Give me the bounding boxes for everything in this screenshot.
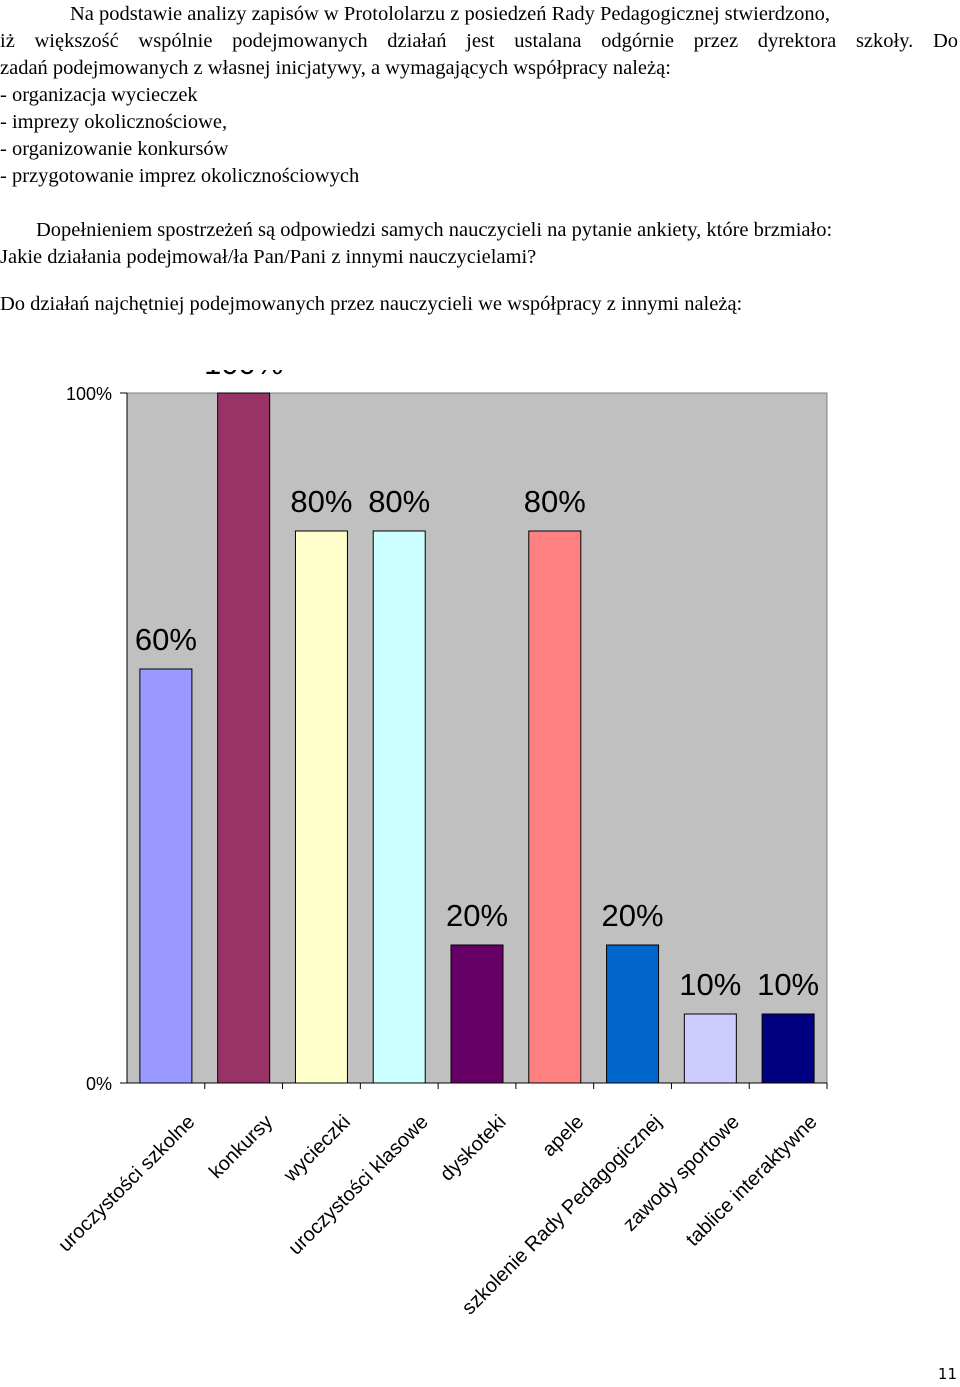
data-label: 80% — [368, 484, 430, 519]
bar-chart: 100% 0% uroczystości szkolne konkursy wyci… — [54, 370, 828, 1319]
bar — [139, 668, 193, 1084]
x-tick-label: wycieczki — [279, 1111, 355, 1187]
data-label: 20% — [602, 898, 664, 933]
survey-line-1: Dopełnieniem spostrzeżeń są odpowiedzi s… — [36, 219, 833, 241]
x-tick-label: dyskoteki — [436, 1111, 511, 1186]
bar — [372, 530, 426, 1084]
survey-line-2: Jakie działania podejmował/ła Pan/Pani z… — [0, 246, 537, 268]
x-tick-label: tablice interaktywne — [682, 1111, 822, 1251]
bar — [217, 392, 271, 1084]
bar — [294, 530, 348, 1084]
bar — [528, 530, 582, 1084]
x-tick-label: konkursy — [205, 1111, 277, 1183]
data-label: 80% — [524, 484, 586, 519]
data-label: 10% — [679, 967, 741, 1002]
data-label: 80% — [290, 484, 352, 519]
list-item: - organizacja wycieczek — [0, 84, 198, 106]
page-number: 11 — [937, 1365, 957, 1383]
y-tick-label-top: 100% — [66, 384, 112, 404]
bar — [450, 944, 504, 1084]
y-tick-label-bottom: 0% — [86, 1074, 112, 1094]
list-item: - organizowanie konkursów — [0, 138, 229, 160]
x-tick-label: uroczystości szkolne — [54, 1111, 199, 1256]
bar — [606, 944, 660, 1084]
list-item: - imprezy okolicznościowe, — [0, 111, 228, 133]
data-label: 60% — [135, 622, 197, 657]
list-item: - przygotowanie imprez okolicznościowych — [0, 165, 360, 187]
data-label: 100% — [204, 370, 283, 381]
lead-sentence: Do działań najchętniej podejmowanych prz… — [0, 293, 743, 315]
bar — [761, 1013, 815, 1084]
data-label: 10% — [757, 967, 819, 1002]
intro-line-2: iż większość wspólnie podejmowanych dzia… — [0, 30, 958, 52]
bar — [683, 1013, 737, 1084]
x-tick-label: apele — [538, 1111, 588, 1161]
x-tick-label: uroczystości klasowe — [284, 1111, 432, 1259]
data-label: 20% — [446, 898, 508, 933]
intro-line-3: zadań podejmowanych z własnej inicjatywy… — [0, 57, 671, 79]
intro-line-1: Na podstawie analizy zapisów w Protolola… — [70, 3, 830, 25]
